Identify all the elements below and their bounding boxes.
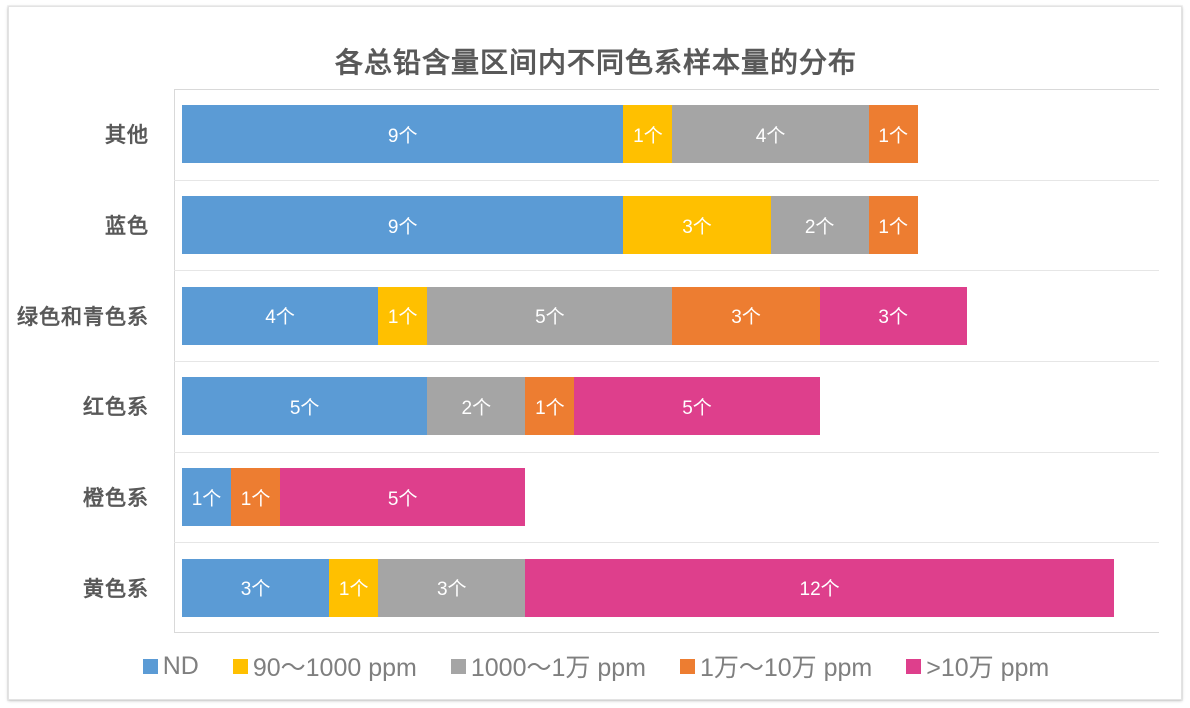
bar-row: 1个 1个 5个: [182, 468, 526, 526]
bar-row: 9个 1个 4个 1个: [182, 105, 918, 164]
bar-segment[interactable]: 5个: [427, 286, 673, 345]
bar-segment[interactable]: 3个: [182, 558, 330, 617]
bar-rows: 9个 1个 4个 1个 9个 3个 2个 1个 4个 1个 5个 3个 3个 5个 2个 1个 5个 1个 1个 5个…: [174, 89, 1159, 633]
bar-segment[interactable]: 1个: [525, 377, 575, 436]
bar-segment[interactable]: 2个: [427, 377, 526, 436]
bar-segment[interactable]: 5个: [182, 377, 428, 436]
category-label: 蓝色: [105, 215, 149, 238]
gridline: [174, 270, 1159, 272]
legend-swatch-icon: [679, 658, 695, 674]
bar-segment[interactable]: 1个: [231, 468, 281, 526]
legend-item[interactable]: ND: [142, 651, 199, 681]
bar-segment[interactable]: 3个: [672, 286, 820, 345]
legend-label: 90～1000 ppm: [252, 654, 417, 682]
bar-segment[interactable]: 3个: [378, 558, 526, 617]
legend-label: >10万 ppm: [926, 654, 1050, 682]
gridline: [174, 361, 1159, 362]
legend-item[interactable]: 1000～1万 ppm: [450, 648, 646, 684]
bar-segment[interactable]: 1个: [182, 468, 232, 526]
bar-row: 9个 3个 2个 1个: [182, 196, 918, 254]
gridline: [174, 542, 1159, 544]
bar-row: 3个 1个 3个 12个: [182, 558, 1114, 617]
bar-segment[interactable]: 1个: [329, 558, 379, 617]
legend-swatch-icon: [906, 658, 922, 674]
bar-segment[interactable]: 3个: [623, 196, 771, 254]
bar-segment[interactable]: 1个: [623, 105, 673, 164]
chart-legend: ND 90～1000 ppm 1000～1万 ppm 1万～10万 ppm >10万 p…: [9, 648, 1183, 684]
category-label: 黄色系: [83, 577, 149, 601]
bar-segment[interactable]: 4个: [182, 286, 379, 345]
bar-segment[interactable]: 1个: [868, 105, 918, 164]
bar-segment[interactable]: 12个: [525, 558, 1114, 617]
plot-border-bottom: [174, 632, 1159, 633]
legend-swatch-icon: [232, 658, 248, 674]
legend-label: ND: [162, 651, 199, 680]
gridline: [174, 179, 1159, 181]
legend-label: 1000～1万 ppm: [470, 654, 646, 682]
bar-segment[interactable]: 9个: [182, 105, 624, 164]
plot-area: 9个 1个 4个 1个 9个 3个 2个 1个 4个 1个 5个 3个 3个 5个 2个 1个 5个 1个 1个 5个…: [174, 89, 1159, 633]
gridline: [174, 451, 1159, 453]
category-label: 绿色和青色系: [17, 305, 149, 329]
chart-title: 各总铅含量区间内不同色系样本量的分布: [334, 47, 857, 78]
legend-item[interactable]: 90～1000 ppm: [232, 648, 417, 684]
bar-segment[interactable]: 5个: [574, 377, 820, 436]
legend-swatch-icon: [450, 658, 466, 674]
category-label: 橙色系: [83, 487, 149, 510]
plot-border-top: [174, 89, 1159, 90]
legend-swatch-icon: [142, 658, 158, 674]
legend-item[interactable]: >10万 ppm: [906, 648, 1049, 684]
bar-segment[interactable]: 4个: [672, 105, 869, 164]
bar-segment[interactable]: 1个: [868, 196, 918, 254]
chart-card: 各总铅含量区间内不同色系样本量的分布 9个 1个 4个 1个 9个 3个 2个 1个 4个 1个 5…: [8, 6, 1182, 700]
legend-item[interactable]: 1万～10万 ppm: [679, 648, 873, 684]
bar-segment[interactable]: 3个: [819, 286, 967, 345]
bar-segment[interactable]: 1个: [378, 286, 428, 345]
bar-row: 4个 1个 5个 3个 3个: [182, 286, 967, 345]
bar-segment[interactable]: 2个: [770, 196, 869, 254]
category-label: 其他: [105, 124, 149, 148]
category-label: 红色系: [83, 396, 149, 420]
bar-row: 5个 2个 1个 5个: [182, 377, 820, 436]
bar-segment[interactable]: 9个: [182, 196, 624, 254]
bar-segment[interactable]: 5个: [280, 468, 526, 526]
legend-label: 1万～10万 ppm: [699, 654, 873, 682]
